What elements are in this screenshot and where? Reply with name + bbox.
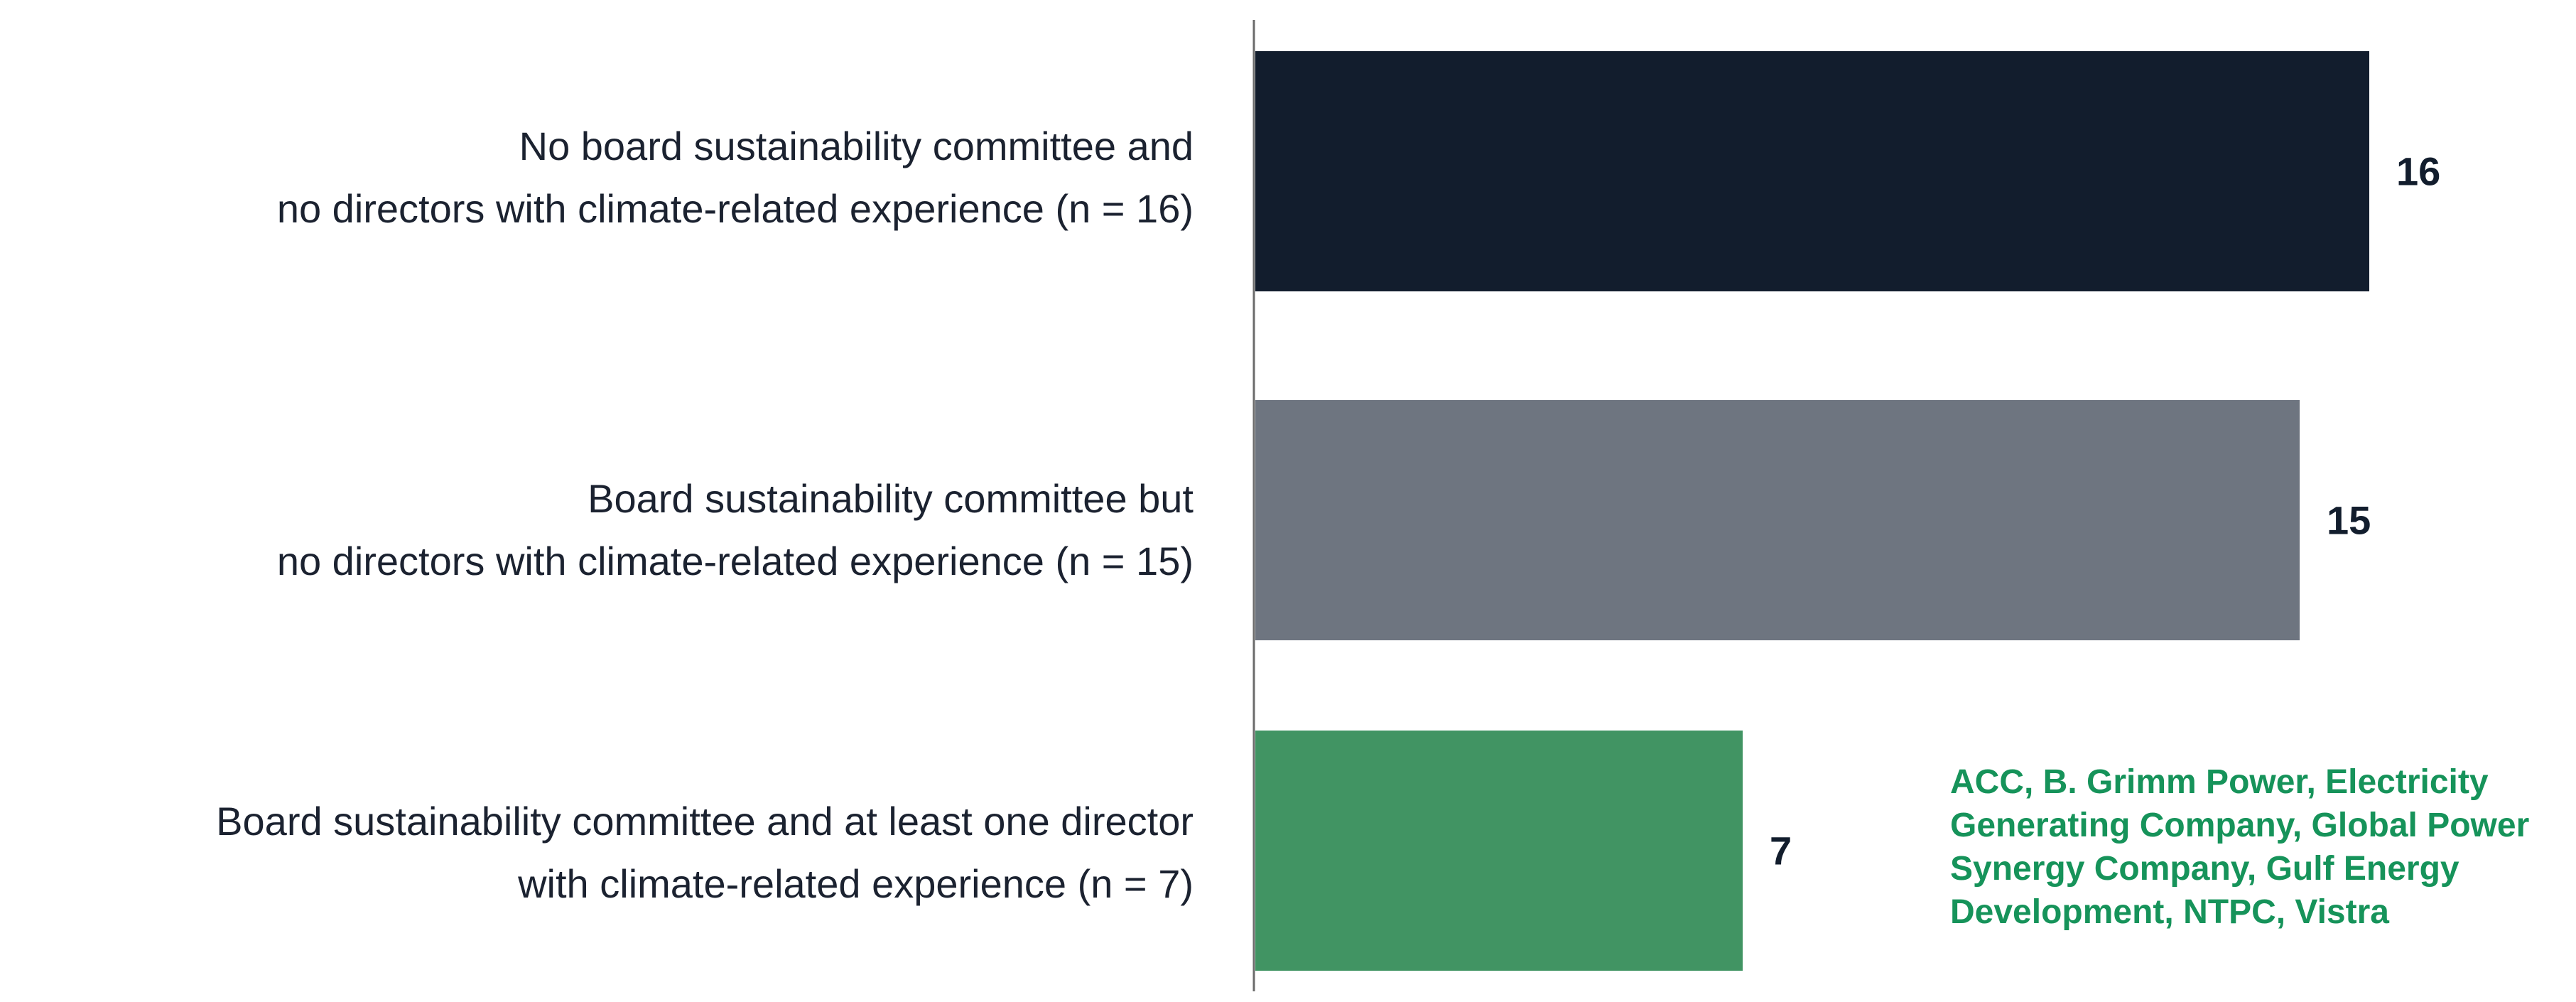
category-label-line: No board sustainability committee and [519,124,1194,168]
value-label-1: 15 [2327,498,2371,543]
value-label-0: 16 [2396,149,2440,194]
category-label-line: Board sustainability committee but [588,476,1194,521]
category-label-committee-and-director: Board sustainability committee and at le… [21,790,1194,915]
category-label-committee-no-directors: Board sustainability committee but no di… [21,468,1194,593]
company-list-annotation: ACC, B. Grimm Power, Electricity Generat… [1950,763,2530,931]
bar-2 [1255,731,1743,971]
value-label-2: 7 [1770,829,1792,873]
bar-1 [1255,400,2300,640]
category-label-no-committee-no-directors: No board sustainability committee and no… [21,115,1194,240]
category-label-line: no directors with climate-related experi… [276,539,1194,583]
category-label-line: Board sustainability committee and at le… [216,799,1194,844]
category-label-line: no directors with climate-related experi… [276,186,1194,231]
category-label-line: with climate-related experience (n = 7) [518,861,1194,906]
bar-0 [1255,51,2369,291]
